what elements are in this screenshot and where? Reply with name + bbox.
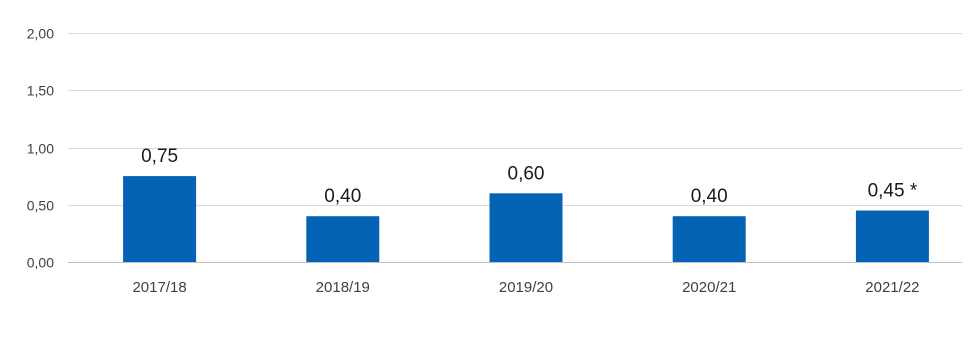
data-label: 0,40 xyxy=(324,186,361,207)
gridlines xyxy=(68,33,962,263)
data-label: 0,45 * xyxy=(868,181,918,202)
x-tick-label: 2019/20 xyxy=(499,279,553,296)
x-tick-label: 2017/18 xyxy=(132,279,186,296)
y-tick-label: 0,50 xyxy=(27,198,54,214)
y-tick-label: 0,00 xyxy=(27,255,54,271)
bars xyxy=(123,176,929,262)
y-tick-label: 1,00 xyxy=(27,141,54,157)
data-label: 0,75 xyxy=(141,146,178,167)
bar xyxy=(306,216,380,262)
x-tick-label: 2020/21 xyxy=(682,279,736,296)
data-label: 0,40 xyxy=(691,186,728,207)
x-tick-label: 2018/19 xyxy=(316,279,370,296)
x-axis-category-labels: 2017/18 2018/19 2019/20 2020/21 2021/22 xyxy=(132,279,919,296)
bar xyxy=(489,193,563,262)
bar xyxy=(123,176,197,262)
data-labels: 0,75 0,40 0,60 0,40 0,45 * xyxy=(141,146,918,207)
y-tick-label: 1,50 xyxy=(27,83,54,99)
y-tick-label: 2,00 xyxy=(27,26,54,42)
data-label: 0,60 xyxy=(508,163,545,184)
y-axis-tick-labels: 0,00 0,50 1,00 1,50 2,00 xyxy=(27,26,54,271)
bar xyxy=(672,216,746,262)
x-tick-label: 2021/22 xyxy=(865,279,919,296)
bar xyxy=(855,210,929,262)
